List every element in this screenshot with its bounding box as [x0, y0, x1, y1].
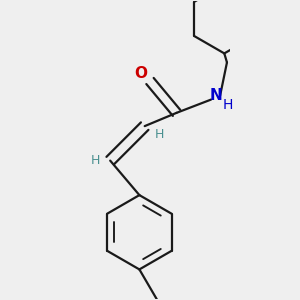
Text: N: N	[210, 88, 223, 104]
Text: H: H	[223, 98, 233, 112]
Text: O: O	[134, 65, 147, 80]
Text: H: H	[91, 154, 100, 167]
Text: H: H	[155, 128, 164, 141]
